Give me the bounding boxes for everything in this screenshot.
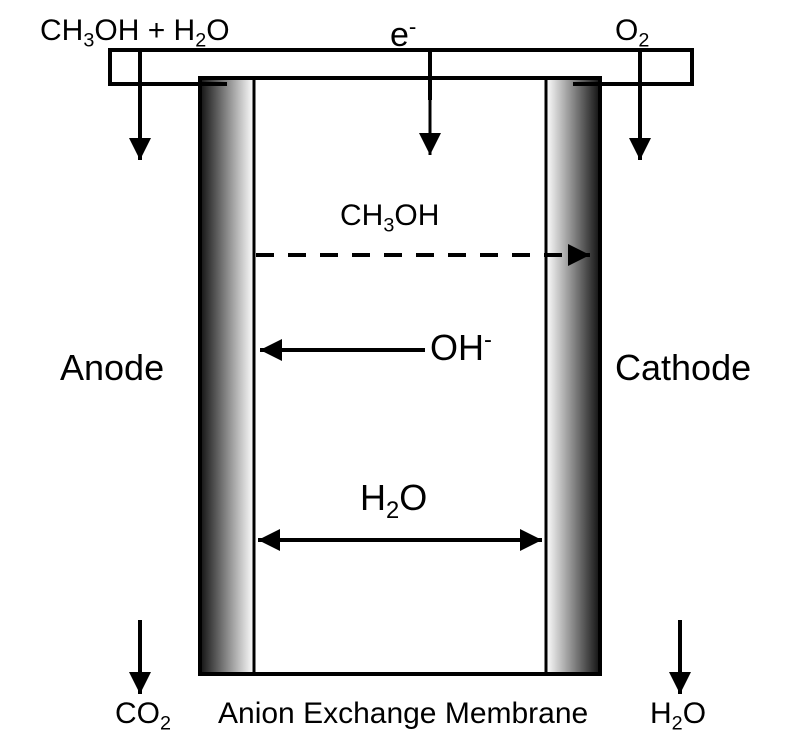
label-cathode: Cathode xyxy=(615,347,751,388)
membrane-region xyxy=(254,78,546,674)
label-feed-anode: CH3OH + H2O xyxy=(40,14,230,52)
label-anode: Anode xyxy=(60,347,164,388)
product-out-left-arrow xyxy=(129,620,151,694)
anode-electrode xyxy=(200,78,254,674)
label-membrane: Anion Exchange Membrane xyxy=(218,697,588,730)
label-feed-cathode: O2 xyxy=(615,14,649,52)
feed-in-right-arrow xyxy=(629,52,651,160)
product-out-right-arrow xyxy=(669,620,691,694)
label-out-anode: CO2 xyxy=(115,697,171,732)
label-out-cathode: H2O xyxy=(650,697,706,732)
label-hydroxide: OH- xyxy=(430,326,492,368)
cathode-electrode xyxy=(546,78,600,674)
external-circuit-wire xyxy=(110,50,692,78)
feed-in-left-arrow xyxy=(129,52,151,160)
